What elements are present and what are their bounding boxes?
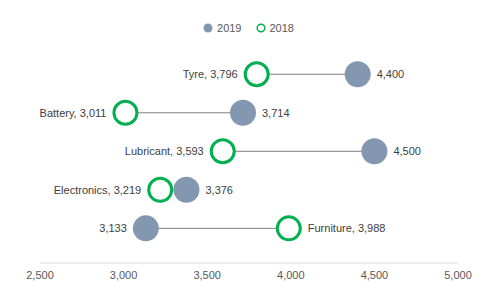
svg-text:4,500: 4,500 (393, 145, 421, 157)
html-text:2018: 2018 (269, 22, 294, 34)
svg-text:3,714: 3,714 (262, 107, 290, 119)
svg-text:4,500: 4,500 (361, 269, 389, 281)
svg-text:2,500: 2,500 (26, 269, 54, 281)
svg-text:Lubricant, 3,593: Lubricant, 3,593 (125, 145, 204, 157)
svg-text:3,000: 3,000 (110, 269, 138, 281)
svg-text:Electronics, 3,219: Electronics, 3,219 (54, 184, 141, 196)
svg-text:Tyre, 3,796: Tyre, 3,796 (183, 68, 238, 80)
svg-text:3,500: 3,500 (193, 269, 221, 281)
html-text:2019: 2019 (217, 22, 242, 34)
svg-text:3,133: 3,133 (99, 222, 127, 234)
svg-text:5,000: 5,000 (444, 269, 472, 281)
svg-text:Furniture, 3,988: Furniture, 3,988 (308, 222, 386, 234)
svg-text:4,000: 4,000 (277, 269, 305, 281)
svg-text:4,400: 4,400 (377, 68, 405, 80)
svg-text:3,376: 3,376 (205, 184, 233, 196)
svg-text:Battery, 3,011: Battery, 3,011 (40, 107, 106, 119)
